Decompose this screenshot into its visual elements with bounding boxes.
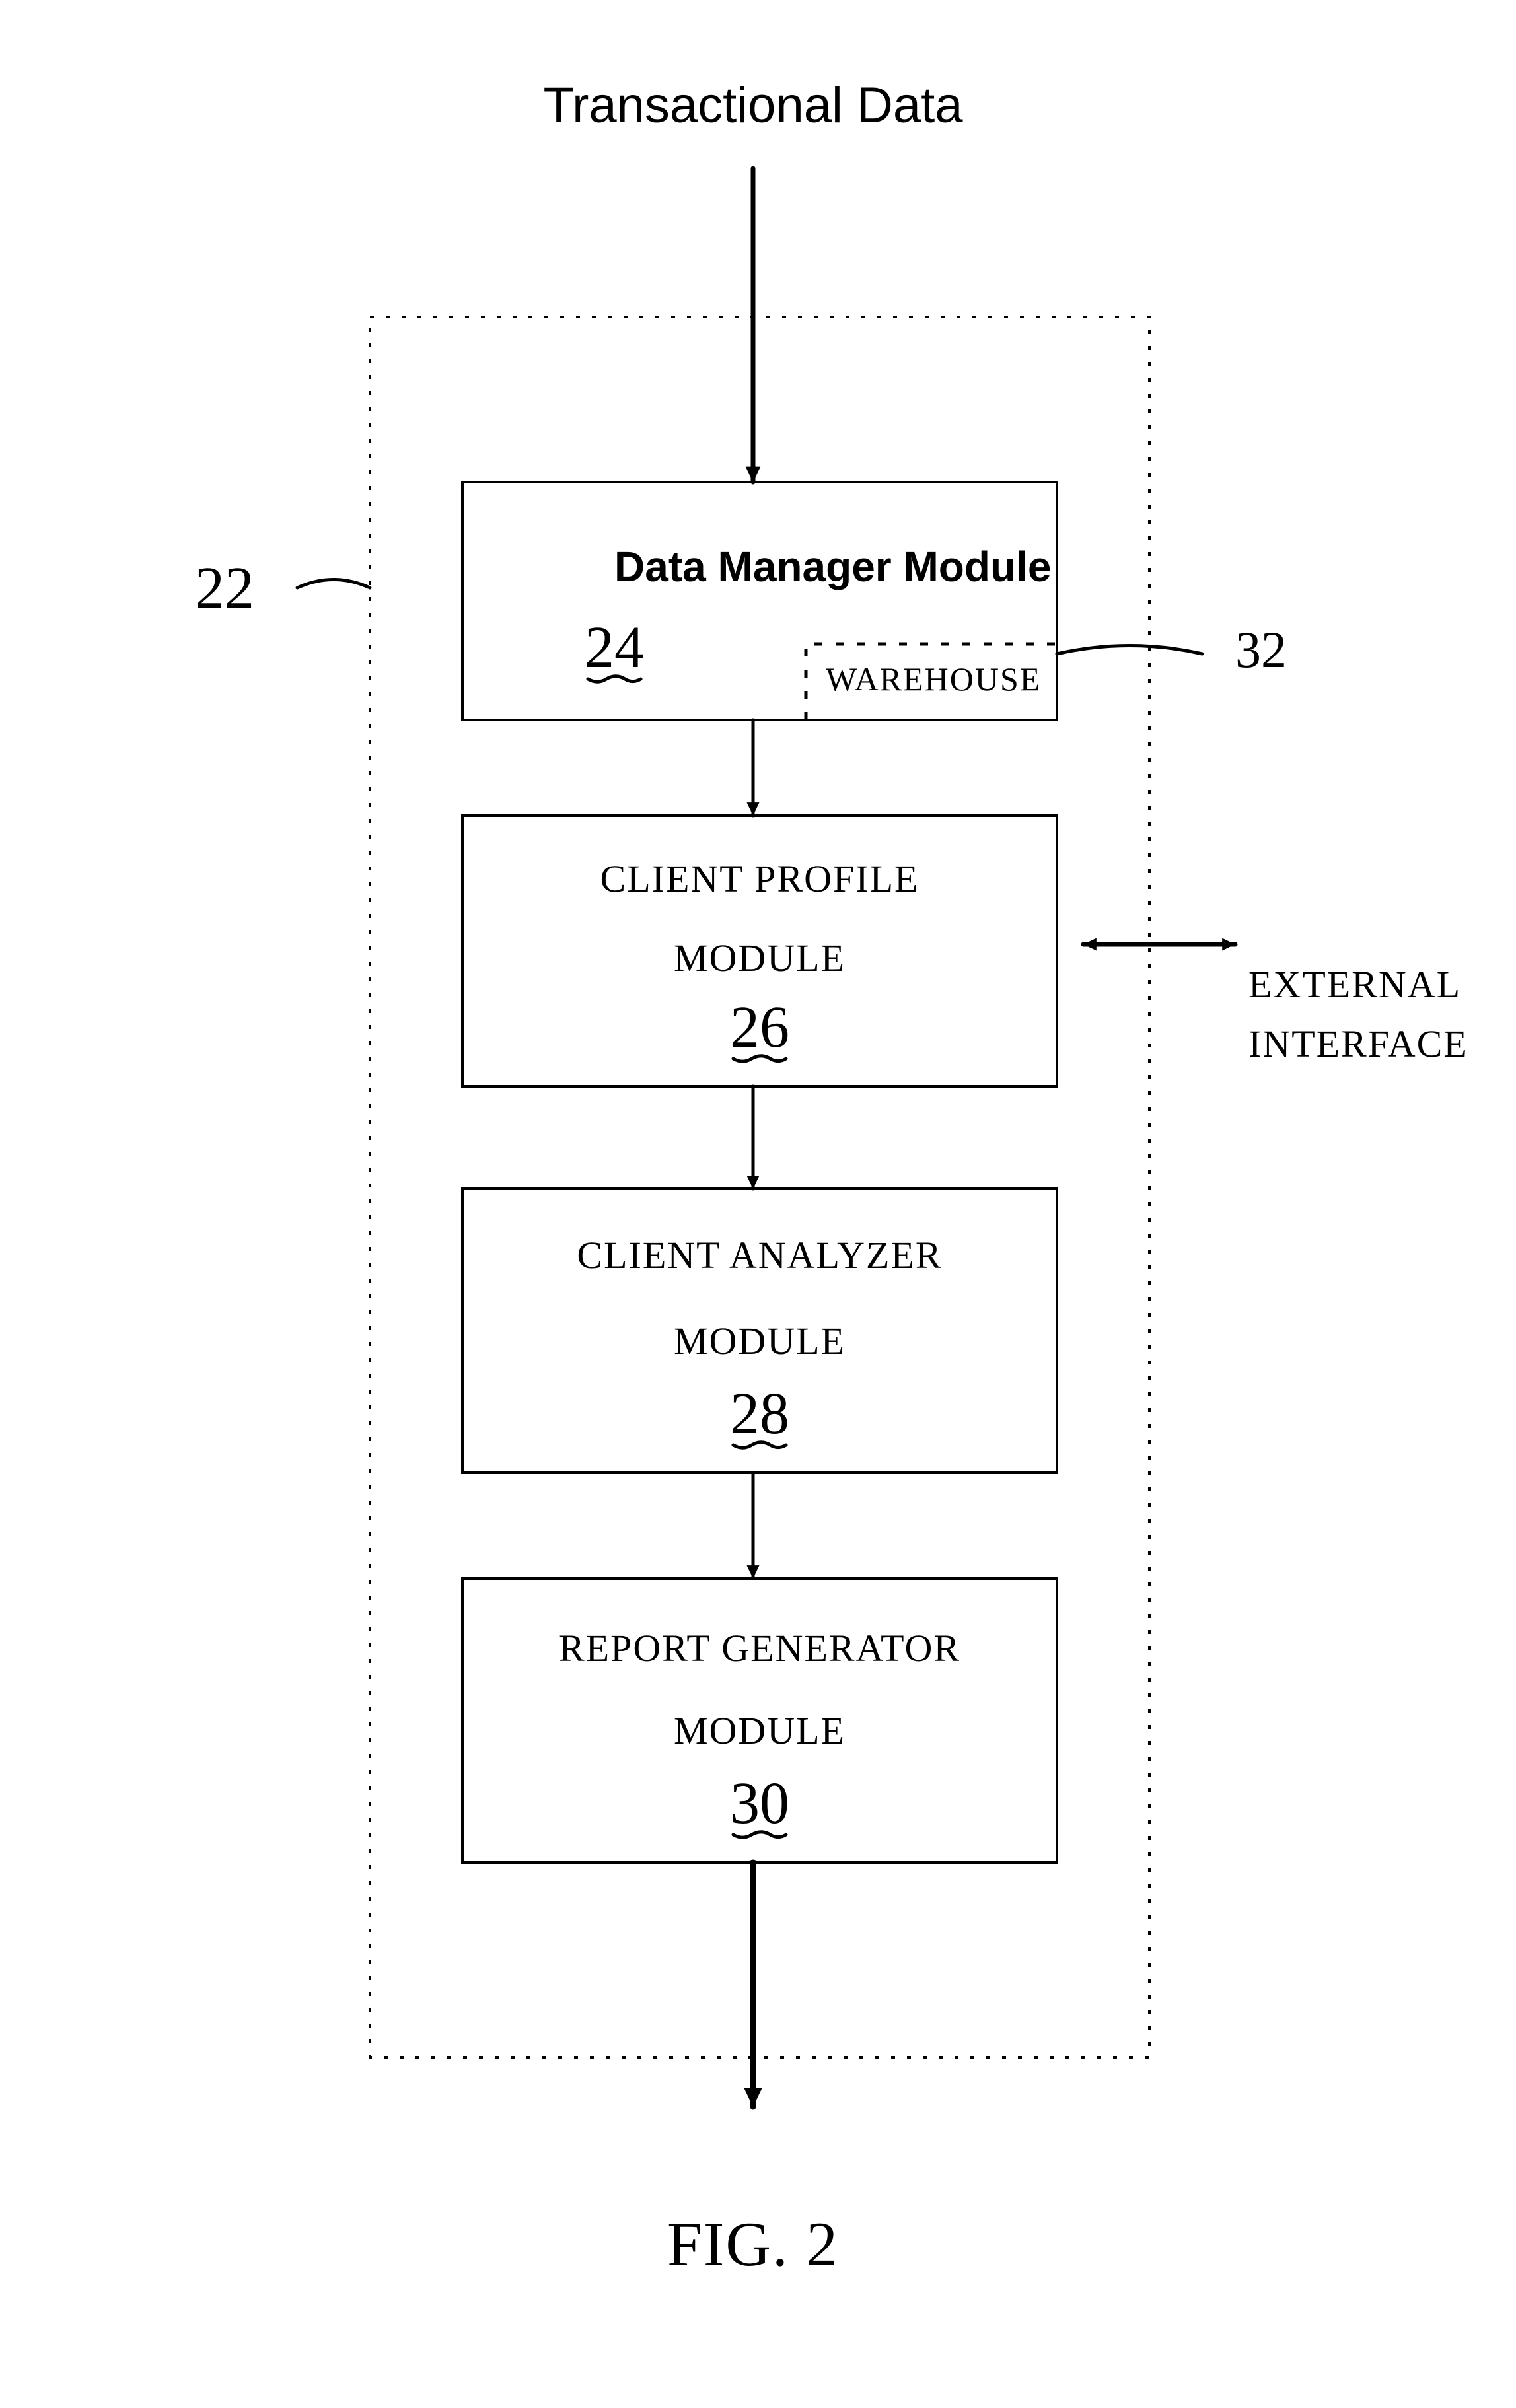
background: [0, 0, 1516, 2408]
module-line: CLIENT PROFILE: [600, 857, 920, 900]
module-ref: 28: [730, 1381, 789, 1446]
diagram-canvas: Transactional Data 22 Data Manager Module 2…: [0, 0, 1516, 2408]
ref-22: 22: [195, 555, 254, 621]
title: Transactional Data: [543, 77, 963, 133]
module-ref: 26: [730, 995, 789, 1060]
module-ref: 24: [585, 615, 644, 680]
module-line: MODULE: [674, 1320, 846, 1363]
external-label-2: INTERFACE: [1248, 1022, 1468, 1065]
module-ref: 30: [730, 1771, 789, 1836]
warehouse-label: WAREHOUSE: [826, 660, 1041, 697]
module-line: REPORT GENERATOR: [559, 1627, 960, 1670]
figure-caption: FIG. 2: [667, 2209, 839, 2279]
module-line: CLIENT ANALYZER: [577, 1234, 942, 1277]
ref-32: 32: [1235, 621, 1287, 678]
external-label-1: EXTERNAL: [1248, 963, 1461, 1006]
module-line: MODULE: [674, 1709, 846, 1752]
module-line: MODULE: [674, 937, 846, 979]
module-title: Data Manager Module: [614, 543, 1051, 590]
